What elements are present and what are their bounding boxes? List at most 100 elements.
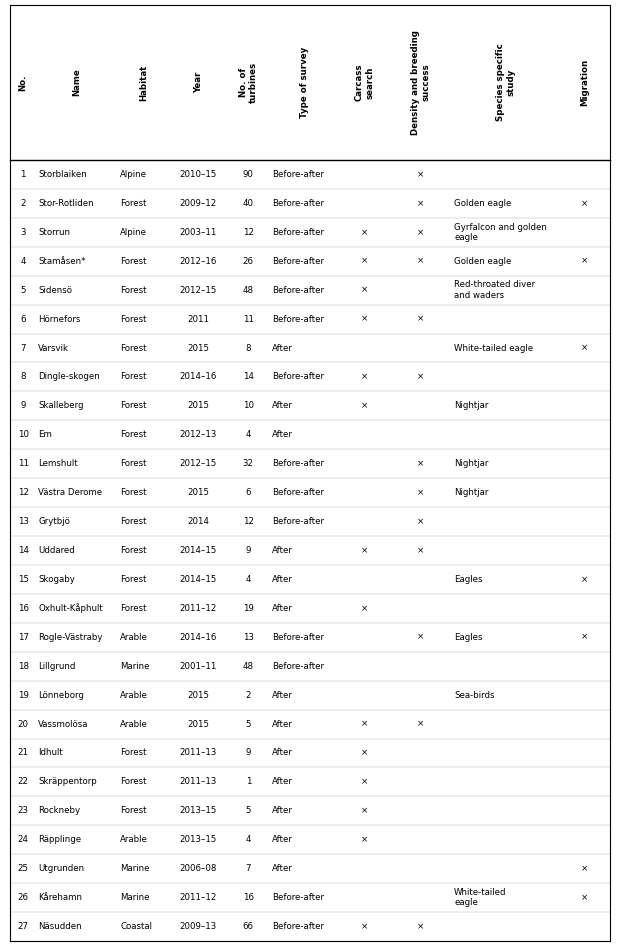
- Text: Forest: Forest: [120, 373, 146, 381]
- Text: 6: 6: [20, 315, 26, 324]
- Text: 2012–16: 2012–16: [180, 256, 217, 266]
- Text: 12: 12: [243, 228, 254, 236]
- Text: Carcass
search: Carcass search: [355, 63, 374, 101]
- Text: Forest: Forest: [120, 575, 146, 584]
- Text: Em: Em: [38, 430, 52, 439]
- Text: Arable: Arable: [120, 633, 148, 641]
- Text: ×: ×: [417, 199, 425, 208]
- Text: After: After: [272, 748, 293, 758]
- Text: Forest: Forest: [120, 401, 146, 411]
- Text: 4: 4: [246, 430, 251, 439]
- Text: 40: 40: [243, 199, 254, 208]
- Text: 7: 7: [20, 343, 26, 353]
- Text: Nightjar: Nightjar: [454, 488, 489, 498]
- Text: 19: 19: [18, 691, 29, 700]
- Text: Forest: Forest: [120, 748, 146, 758]
- Text: 17: 17: [17, 633, 29, 641]
- Text: 12: 12: [17, 488, 29, 498]
- Text: Forest: Forest: [120, 488, 146, 498]
- Text: Species specific
study: Species specific study: [496, 44, 515, 121]
- Text: Utgrunden: Utgrunden: [38, 865, 84, 873]
- Text: 2015: 2015: [187, 488, 210, 498]
- Text: 11: 11: [243, 315, 254, 324]
- Text: 7: 7: [246, 865, 251, 873]
- Text: 2: 2: [20, 199, 26, 208]
- Text: After: After: [272, 604, 293, 613]
- Text: ×: ×: [361, 835, 368, 844]
- Text: 21: 21: [17, 748, 29, 758]
- Text: After: After: [272, 430, 293, 439]
- Text: 22: 22: [17, 778, 29, 786]
- Text: Grytbjö: Grytbjö: [38, 517, 70, 526]
- Text: White-tailed
eagle: White-tailed eagle: [454, 888, 507, 907]
- Text: 2011: 2011: [187, 315, 210, 324]
- Text: After: After: [272, 575, 293, 584]
- Text: Sea-birds: Sea-birds: [454, 691, 495, 700]
- Text: Density and breeding
success: Density and breeding success: [411, 30, 430, 135]
- Text: 26: 26: [243, 256, 254, 266]
- Text: 2015: 2015: [187, 720, 210, 728]
- Text: 2: 2: [246, 691, 251, 700]
- Text: After: After: [272, 546, 293, 555]
- Text: Lemshult: Lemshult: [38, 459, 78, 468]
- Text: Forest: Forest: [120, 778, 146, 786]
- Text: 2015: 2015: [187, 691, 210, 700]
- Text: White-tailed eagle: White-tailed eagle: [454, 343, 533, 353]
- Text: Before-after: Before-after: [272, 488, 324, 498]
- Text: ×: ×: [417, 228, 425, 236]
- Text: Idhult: Idhult: [38, 748, 63, 758]
- Text: Uddared: Uddared: [38, 546, 75, 555]
- Text: Oxhult-Kåphult: Oxhult-Kåphult: [38, 604, 103, 613]
- Text: Eagles: Eagles: [454, 633, 482, 641]
- Text: 27: 27: [17, 922, 29, 931]
- Text: 2014: 2014: [187, 517, 210, 526]
- Text: ×: ×: [417, 546, 425, 555]
- Text: Räpplinge: Räpplinge: [38, 835, 81, 844]
- Text: ×: ×: [581, 343, 588, 353]
- Text: 3: 3: [20, 228, 26, 236]
- Text: 90: 90: [243, 170, 254, 179]
- Text: 20: 20: [17, 720, 29, 728]
- Text: After: After: [272, 401, 293, 411]
- Text: 2011–13: 2011–13: [180, 748, 217, 758]
- Text: Arable: Arable: [120, 835, 148, 844]
- Text: Forest: Forest: [120, 546, 146, 555]
- Text: ×: ×: [361, 546, 368, 555]
- Text: 2014–16: 2014–16: [180, 373, 217, 381]
- Text: 11: 11: [17, 459, 29, 468]
- Text: ×: ×: [417, 459, 425, 468]
- Text: Before-after: Before-after: [272, 893, 324, 902]
- Text: 4: 4: [20, 256, 26, 266]
- Text: No.: No.: [19, 74, 28, 91]
- Text: Before-after: Before-after: [272, 633, 324, 641]
- Text: ×: ×: [361, 806, 368, 815]
- Text: 2013–15: 2013–15: [180, 835, 217, 844]
- Text: 2009–12: 2009–12: [180, 199, 217, 208]
- Text: ×: ×: [361, 748, 368, 758]
- Text: Forest: Forest: [120, 459, 146, 468]
- Text: After: After: [272, 691, 293, 700]
- Text: Dingle-skogen: Dingle-skogen: [38, 373, 100, 381]
- Text: Stor-Rotliden: Stor-Rotliden: [38, 199, 94, 208]
- Text: ×: ×: [581, 865, 588, 873]
- Text: 10: 10: [17, 430, 29, 439]
- Text: 5: 5: [246, 720, 251, 728]
- Text: 15: 15: [17, 575, 29, 584]
- Text: 5: 5: [20, 286, 26, 294]
- Text: ×: ×: [417, 373, 425, 381]
- Text: Before-after: Before-after: [272, 459, 324, 468]
- Text: Before-after: Before-after: [272, 170, 324, 179]
- Text: 2011–12: 2011–12: [180, 893, 217, 902]
- Text: Eagles: Eagles: [454, 575, 482, 584]
- Text: 18: 18: [17, 661, 29, 671]
- Text: 5: 5: [246, 806, 251, 815]
- Text: Forest: Forest: [120, 806, 146, 815]
- Text: 9: 9: [20, 401, 26, 411]
- Text: After: After: [272, 778, 293, 786]
- Text: Skogaby: Skogaby: [38, 575, 75, 584]
- Text: Before-after: Before-after: [272, 199, 324, 208]
- Text: ×: ×: [581, 633, 588, 641]
- Text: Rogle-Västraby: Rogle-Västraby: [38, 633, 103, 641]
- Text: 2015: 2015: [187, 401, 210, 411]
- Text: ×: ×: [581, 199, 588, 208]
